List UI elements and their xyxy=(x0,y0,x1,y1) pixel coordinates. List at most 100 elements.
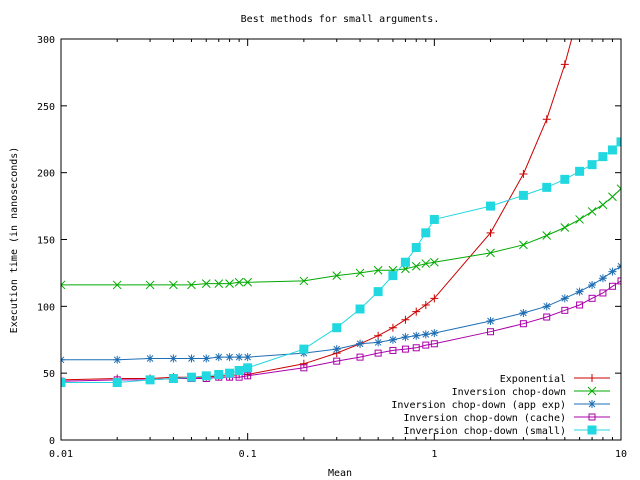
series-line xyxy=(61,188,621,286)
data-point xyxy=(389,346,397,354)
series-line xyxy=(61,265,621,361)
data-point xyxy=(598,152,608,162)
data-point xyxy=(429,214,439,224)
data-point xyxy=(598,200,608,210)
data-point xyxy=(430,294,439,303)
x-tick-label: 0.1 xyxy=(239,449,257,460)
data-point xyxy=(575,166,585,176)
data-point xyxy=(388,335,397,344)
data-point xyxy=(243,353,252,362)
data-point xyxy=(243,277,253,287)
series-5 xyxy=(61,137,621,388)
series-group xyxy=(61,6,621,388)
series-3 xyxy=(61,262,621,364)
data-point xyxy=(225,353,234,362)
data-point xyxy=(542,231,552,240)
series-2 xyxy=(61,184,621,290)
data-point xyxy=(519,240,528,250)
data-point xyxy=(201,279,211,288)
data-point xyxy=(374,331,383,340)
data-point xyxy=(374,349,382,357)
data-point xyxy=(421,259,431,268)
data-point xyxy=(587,425,597,435)
data-point xyxy=(169,280,178,290)
series-line xyxy=(61,141,621,383)
data-point xyxy=(576,6,584,14)
data-point xyxy=(608,192,617,202)
data-point xyxy=(542,115,551,124)
data-point xyxy=(543,313,551,321)
axes-ticks: 0 50 100 150 200 250 300 0.01 0.1 1 10 xyxy=(37,35,627,460)
data-point xyxy=(388,271,398,281)
data-point xyxy=(542,302,551,311)
data-point xyxy=(560,60,569,69)
data-point xyxy=(299,344,309,354)
data-point xyxy=(61,378,66,388)
y-axis-label: Execution time (in nanoseconds) xyxy=(9,147,20,334)
data-point xyxy=(587,207,597,216)
data-point xyxy=(560,223,570,232)
data-point xyxy=(588,280,597,289)
data-point xyxy=(411,261,421,271)
data-point xyxy=(145,280,155,290)
data-point xyxy=(608,267,617,276)
data-point xyxy=(234,277,244,287)
data-point xyxy=(519,309,528,318)
data-point xyxy=(299,359,308,368)
data-point xyxy=(519,320,527,328)
data-point xyxy=(61,280,66,290)
data-point xyxy=(235,353,244,362)
data-point xyxy=(299,276,309,286)
data-point xyxy=(411,243,421,253)
data-point xyxy=(588,294,596,302)
data-point xyxy=(146,354,155,363)
chart-title: Best methods for small arguments. xyxy=(241,14,440,25)
data-point xyxy=(588,413,596,421)
legend-label: Inversion chop-down (cache) xyxy=(403,413,566,424)
data-point xyxy=(201,371,211,381)
data-point xyxy=(598,274,607,283)
data-point xyxy=(561,306,569,314)
data-point xyxy=(244,372,252,380)
data-point xyxy=(421,228,431,238)
data-point xyxy=(401,315,410,324)
data-point xyxy=(355,268,365,278)
data-point xyxy=(560,294,569,303)
y-tick-label: 250 xyxy=(37,102,55,113)
data-point xyxy=(588,374,596,382)
data-point xyxy=(587,386,597,396)
data-point xyxy=(429,257,439,267)
legend: Exponential Inversion chop-down Inversion … xyxy=(391,374,610,437)
x-tick-label: 0.01 xyxy=(49,449,73,460)
data-point xyxy=(599,289,607,297)
series-line xyxy=(61,39,573,381)
data-point xyxy=(422,341,430,349)
data-point xyxy=(519,170,528,179)
data-point xyxy=(112,280,122,290)
data-point xyxy=(145,375,155,385)
data-point xyxy=(421,330,430,339)
data-point xyxy=(401,333,410,342)
data-point xyxy=(587,160,597,170)
data-point xyxy=(355,304,365,314)
legend-label: Exponential xyxy=(500,374,566,385)
series-line xyxy=(61,280,621,382)
data-point xyxy=(575,215,584,224)
y-tick-label: 200 xyxy=(37,169,55,180)
data-point xyxy=(374,338,383,347)
y-tick-label: 50 xyxy=(43,369,55,380)
data-point xyxy=(186,372,196,382)
data-point xyxy=(607,145,617,155)
data-point xyxy=(588,400,596,408)
data-point xyxy=(576,301,584,309)
data-point xyxy=(421,300,430,309)
data-point xyxy=(225,368,235,378)
data-point xyxy=(412,344,420,352)
data-point xyxy=(518,190,528,200)
legend-label: Inversion chop-down (app exp) xyxy=(391,400,566,411)
data-point xyxy=(542,182,552,192)
data-point xyxy=(401,345,409,353)
data-point xyxy=(113,355,122,364)
data-point xyxy=(486,317,495,326)
data-point xyxy=(575,287,584,296)
